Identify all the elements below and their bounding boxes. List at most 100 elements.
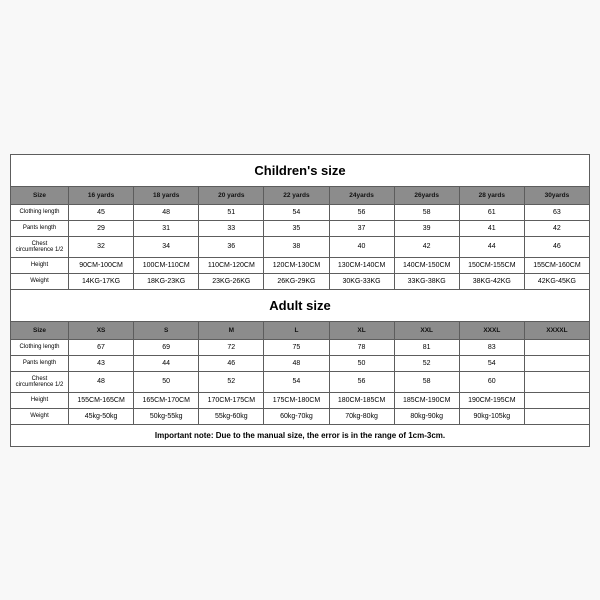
data-cell: 33KG-38KG — [394, 273, 459, 289]
data-cell: 31 — [134, 220, 199, 236]
row-label: Clothing length — [11, 204, 69, 220]
size-header-label: Size — [11, 321, 69, 339]
data-cell: 58 — [394, 371, 459, 392]
data-cell: 46 — [199, 355, 264, 371]
data-cell: 170CM-175CM — [199, 392, 264, 408]
data-cell — [524, 339, 589, 355]
data-cell: 54 — [264, 204, 329, 220]
data-cell: 60kg-70kg — [264, 408, 329, 424]
row-label: Chest circumference 1/2 — [11, 236, 69, 257]
adult-row: Pants length43444648505254 — [11, 355, 590, 371]
data-cell: 42 — [524, 220, 589, 236]
data-cell: 45kg-50kg — [69, 408, 134, 424]
data-cell: 100CM-110CM — [134, 257, 199, 273]
adult-row: Height155CM-165CM165CM-170CM170CM-175CM 1… — [11, 392, 590, 408]
data-cell: 55kg-60kg — [199, 408, 264, 424]
data-cell: 190CM-195CM — [459, 392, 524, 408]
row-label: Height — [11, 392, 69, 408]
data-cell: 185CM-190CM — [394, 392, 459, 408]
children-title: Children's size — [11, 154, 590, 186]
row-label: Pants length — [11, 220, 69, 236]
adult-row: Chest circumference 1/248505254565860 — [11, 371, 590, 392]
data-cell: 42KG-45KG — [524, 273, 589, 289]
size-chart-sheet: Children's sizeSize16 yards18 yards20 ya… — [10, 154, 590, 447]
row-label: Pants length — [11, 355, 69, 371]
data-cell: 54 — [264, 371, 329, 392]
data-cell: 50 — [134, 371, 199, 392]
size-header-cell: XXXL — [459, 321, 524, 339]
data-cell: 72 — [199, 339, 264, 355]
data-cell — [524, 408, 589, 424]
data-cell: 150CM-155CM — [459, 257, 524, 273]
data-cell: 18KG-23KG — [134, 273, 199, 289]
data-cell: 42 — [394, 236, 459, 257]
adult-row: Weight45kg-50kg50kg-55kg55kg-60kg60kg-70… — [11, 408, 590, 424]
data-cell: 35 — [264, 220, 329, 236]
data-cell: 38KG-42KG — [459, 273, 524, 289]
data-cell: 45 — [69, 204, 134, 220]
data-cell: 69 — [134, 339, 199, 355]
data-cell: 56 — [329, 204, 394, 220]
size-header-cell: 30yards — [524, 186, 589, 204]
data-cell: 32 — [69, 236, 134, 257]
size-header-cell: XXL — [394, 321, 459, 339]
children-row: Weight14KG-17KG18KG-23KG23KG-26KG26KG-29… — [11, 273, 590, 289]
adult-header-row: SizeXSSMLXLXXLXXXLXXXXL — [11, 321, 590, 339]
data-cell: 155CM-160CM — [524, 257, 589, 273]
row-label: Chest circumference 1/2 — [11, 371, 69, 392]
adult-title: Adult size — [11, 289, 590, 321]
size-header-cell: S — [134, 321, 199, 339]
row-label: Weight — [11, 273, 69, 289]
data-cell: 78 — [329, 339, 394, 355]
data-cell: 48 — [134, 204, 199, 220]
data-cell: 81 — [394, 339, 459, 355]
data-cell: 90kg-105kg — [459, 408, 524, 424]
data-cell: 38 — [264, 236, 329, 257]
data-cell: 61 — [459, 204, 524, 220]
children-row: Chest circumference 1/23234363840424446 — [11, 236, 590, 257]
data-cell: 165CM-170CM — [134, 392, 199, 408]
size-header-cell: 24yards — [329, 186, 394, 204]
data-cell: 36 — [199, 236, 264, 257]
data-cell: 41 — [459, 220, 524, 236]
data-cell — [524, 371, 589, 392]
adult-row: Clothing length67697275788183 — [11, 339, 590, 355]
size-header-cell: 20 yards — [199, 186, 264, 204]
data-cell: 51 — [199, 204, 264, 220]
data-cell: 44 — [459, 236, 524, 257]
data-cell — [524, 355, 589, 371]
size-table: Children's sizeSize16 yards18 yards20 ya… — [10, 154, 590, 447]
data-cell: 54 — [459, 355, 524, 371]
data-cell: 110CM-120CM — [199, 257, 264, 273]
data-cell: 14KG-17KG — [69, 273, 134, 289]
data-cell: 180CM-185CM — [329, 392, 394, 408]
data-cell: 23KG-26KG — [199, 273, 264, 289]
data-cell: 29 — [69, 220, 134, 236]
children-row: Clothing length4548515456586163 — [11, 204, 590, 220]
data-cell: 60 — [459, 371, 524, 392]
children-row: Pants length2931333537394142 — [11, 220, 590, 236]
data-cell: 46 — [524, 236, 589, 257]
data-cell: 130CM-140CM — [329, 257, 394, 273]
size-header-cell: M — [199, 321, 264, 339]
size-header-cell: XL — [329, 321, 394, 339]
row-label: Weight — [11, 408, 69, 424]
data-cell: 67 — [69, 339, 134, 355]
data-cell: 39 — [394, 220, 459, 236]
size-header-cell: 22 yards — [264, 186, 329, 204]
data-cell: 30KG-33KG — [329, 273, 394, 289]
data-cell: 52 — [199, 371, 264, 392]
size-header-cell: XXXXL — [524, 321, 589, 339]
data-cell: 75 — [264, 339, 329, 355]
data-cell: 63 — [524, 204, 589, 220]
data-cell: 34 — [134, 236, 199, 257]
data-cell: 43 — [69, 355, 134, 371]
data-cell: 48 — [69, 371, 134, 392]
data-cell: 56 — [329, 371, 394, 392]
data-cell: 33 — [199, 220, 264, 236]
size-header-cell: XS — [69, 321, 134, 339]
data-cell: 70kg-80kg — [329, 408, 394, 424]
size-header-label: Size — [11, 186, 69, 204]
size-header-cell: 18 yards — [134, 186, 199, 204]
data-cell: 155CM-165CM — [69, 392, 134, 408]
